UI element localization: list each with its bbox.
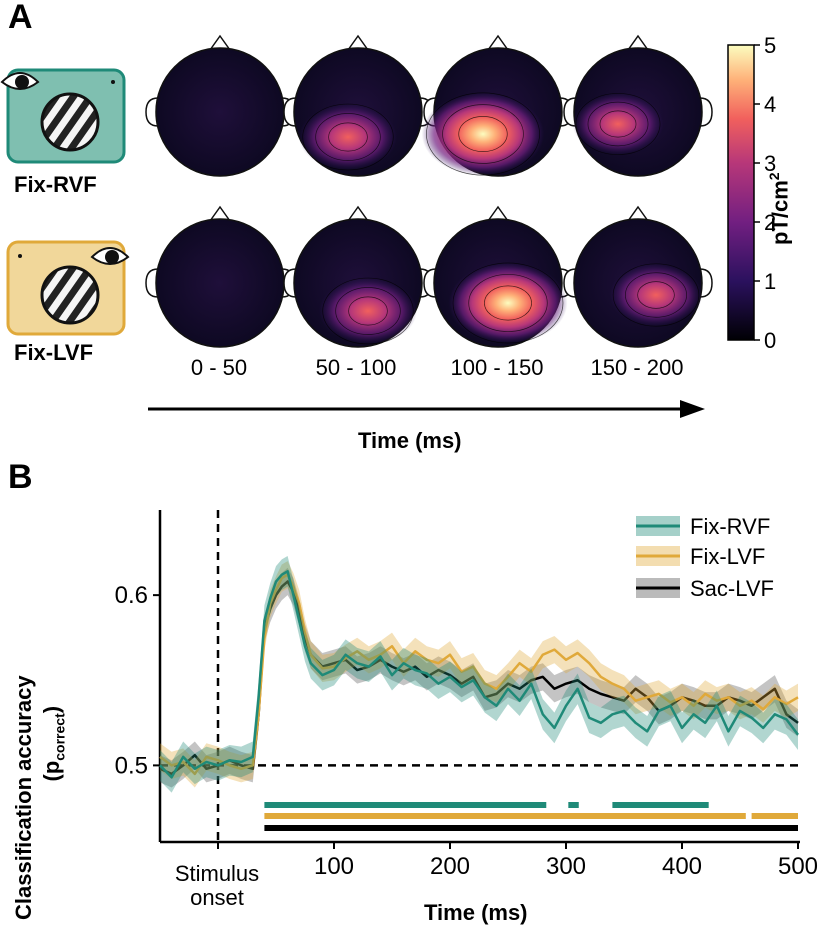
x-axis-title: Time (ms) <box>424 900 528 925</box>
topomap-contour <box>625 272 687 318</box>
fixation-dot <box>18 254 22 258</box>
colorbar-tick-label: 5 <box>764 33 776 58</box>
topomap-contour <box>322 277 414 345</box>
fix-rvf-card <box>0 68 126 164</box>
legend-label: Fix-RVF <box>690 514 770 539</box>
x-tick-label: 300 <box>546 853 586 880</box>
series-line-fix-rvf <box>159 570 799 779</box>
colorbar-tick-label: 4 <box>764 92 776 117</box>
topomap-nose <box>347 205 369 222</box>
legend-entry-sac-lvf: Sac-LVF <box>636 576 774 601</box>
colorbar-tick-label: 1 <box>764 269 776 294</box>
topomap-contour <box>612 263 700 327</box>
topomap <box>423 205 573 348</box>
x-tick-label: 100 <box>314 853 354 880</box>
topomap-nose <box>487 205 509 222</box>
fix-lvf-card <box>6 240 130 336</box>
legend-label: Fix-LVF <box>690 544 765 569</box>
series-band-fix-rvf <box>160 555 798 793</box>
time-window-label: 0 - 50 <box>190 355 248 380</box>
time-arrow <box>148 400 705 418</box>
topomap-contour <box>575 93 661 155</box>
condition-label-fix-lvf: Fix-LVF <box>14 340 94 365</box>
y-axis-title-sub: (pcorrect) <box>38 675 73 920</box>
time-window-label: 150 - 200 <box>590 355 684 380</box>
topomap-contour <box>637 281 675 309</box>
topomap-nose <box>487 34 509 51</box>
y-axis-sub-prefix: (p <box>39 760 64 782</box>
topomap-contour <box>452 262 564 344</box>
series-line-fix-lvf <box>159 573 799 776</box>
topomap-contour <box>348 296 388 326</box>
x-tick-label: 500 <box>778 853 818 880</box>
topomap <box>563 205 713 348</box>
topomap-ear <box>699 268 713 298</box>
legend-entry-fix-lvf: Fix-LVF <box>636 544 765 569</box>
topomap-contour <box>484 285 532 321</box>
topomap-activity <box>299 103 397 171</box>
topomap-activity <box>572 93 664 155</box>
time-window-label: 50 - 100 <box>315 355 397 380</box>
topomap-ear <box>283 97 297 127</box>
stimulus-onset-line1: Stimulus <box>174 861 260 886</box>
legend-label: Sac-LVF <box>690 576 774 601</box>
y-axis-sub-suffix: ) <box>39 705 64 714</box>
stimulus-onset-label: Stimulus onset <box>160 862 274 910</box>
topomap-ear <box>145 268 159 298</box>
fixation-dot <box>111 80 115 84</box>
topomap-ear <box>699 97 713 127</box>
topomap-nose <box>347 34 369 51</box>
colorbar-tick-label: 3 <box>764 151 776 176</box>
topomap-nose <box>627 34 649 51</box>
topomap <box>563 34 713 177</box>
topomap-activity <box>421 92 545 176</box>
topomap <box>283 34 433 177</box>
topomap-contour <box>458 116 508 152</box>
y-axis-title: Classification accuracy (pcorrect) <box>10 675 73 920</box>
colorbar-tick-label: 0 <box>764 328 776 353</box>
topomap-nose <box>627 205 649 222</box>
topomap-contour <box>335 287 401 335</box>
stimulus-onset-line2: onset <box>190 885 244 910</box>
x-tick-label: 200 <box>430 853 470 880</box>
eye-icon <box>90 247 130 265</box>
topomap-activity <box>448 262 568 344</box>
topomap-contour <box>302 103 394 171</box>
panel-a-label: A <box>8 0 33 36</box>
topomap-ear <box>423 268 437 298</box>
y-tick-label: 0.5 <box>115 752 148 779</box>
time-axis-label: Time (ms) <box>358 428 462 453</box>
eye-icon <box>0 72 40 90</box>
series-band-sac-lvf <box>160 567 798 788</box>
topomap-activity <box>319 277 417 345</box>
topomap-contour <box>599 110 637 138</box>
panel-b-label: B <box>8 458 33 496</box>
topomap-contour <box>468 274 548 332</box>
topomap-activity <box>609 263 703 327</box>
y-axis-sub-text: correct <box>51 713 68 761</box>
topomap-contour <box>328 122 368 152</box>
y-axis-title-main: Classification accuracy <box>11 675 36 920</box>
topomap-nose <box>209 34 231 51</box>
topomap-contour <box>442 104 524 164</box>
topomap-ear <box>283 268 297 298</box>
legend-entry-fix-rvf: Fix-RVF <box>636 514 770 539</box>
x-tick-label: 400 <box>662 853 702 880</box>
colorbar-tick-label: 2 <box>764 210 776 235</box>
topomap-contour <box>426 92 540 176</box>
topomap <box>421 34 573 177</box>
topomap-nose <box>209 205 231 222</box>
topomap <box>283 205 433 348</box>
condition-label-fix-rvf: Fix-RVF <box>14 172 97 197</box>
topomap-contour <box>587 101 649 147</box>
topomap-ear <box>563 97 577 127</box>
topomap-ear <box>145 97 159 127</box>
y-tick-label: 0.6 <box>115 582 148 609</box>
topomap-ear <box>563 268 577 298</box>
time-window-label: 100 - 150 <box>450 355 544 380</box>
colorbar: 0 1 2 3 4 5 <box>727 33 776 353</box>
topomap-contour <box>315 113 381 161</box>
